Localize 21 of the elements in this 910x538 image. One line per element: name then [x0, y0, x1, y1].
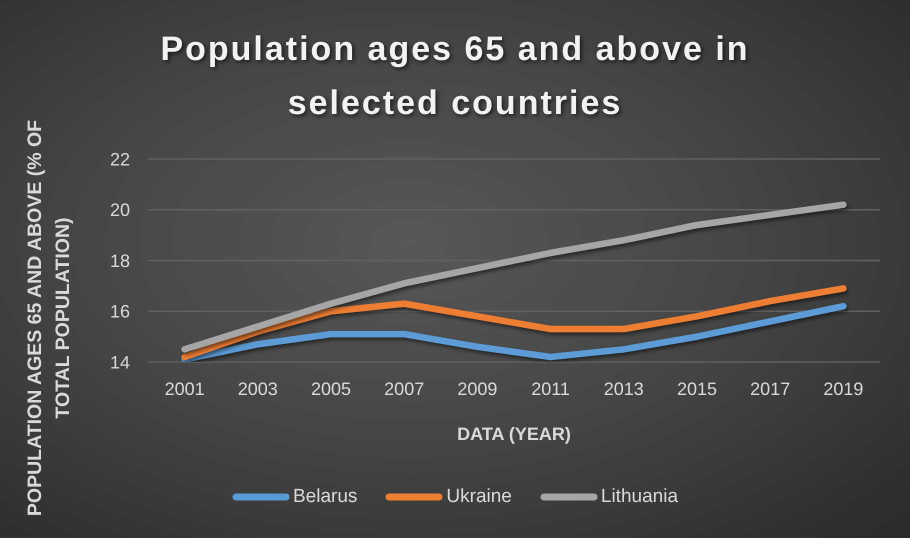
x-axis-title: DATA (YEAR)	[457, 424, 571, 444]
y-tick-label: 16	[110, 302, 130, 322]
x-tick-label: 2005	[310, 378, 352, 399]
x-tick-label: 2001	[164, 378, 205, 399]
chart-title: Population ages 65 and above in selected countries	[159, 29, 751, 124]
legend-label: Ukraine	[446, 486, 512, 508]
x-tick-label: 2009	[457, 378, 498, 399]
y-tick-label: 14	[110, 352, 130, 372]
legend-label: Lithuania	[600, 486, 678, 508]
x-tick-label: 2019	[823, 378, 864, 399]
x-tick-label: 2017	[750, 378, 790, 399]
x-tick-label: 2011	[531, 378, 570, 399]
x-tick-label: 2013	[604, 378, 644, 399]
y-axis-title: POPULATION AGES 65 AND ABOVE (% OF TOTAL POPULATION)	[23, 118, 75, 518]
y-tick-label: 18	[110, 250, 130, 271]
legend-label: Belarus	[292, 486, 358, 508]
y-tick-label: 22	[110, 149, 130, 170]
y-tick-label: 20	[110, 200, 130, 220]
x-tick-label: 2007	[384, 378, 424, 399]
x-tick-label: 2003	[238, 378, 278, 399]
x-tick-label: 2015	[676, 378, 718, 399]
